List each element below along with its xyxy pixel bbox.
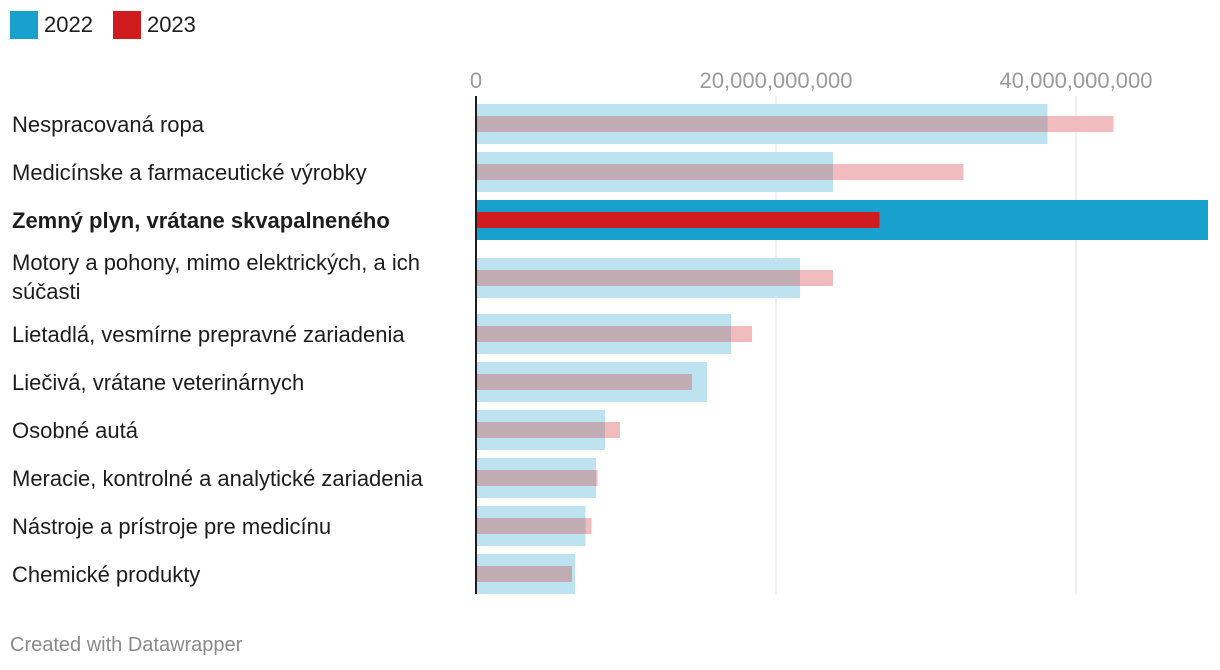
x-tick-label: 40,000,000,000	[1000, 68, 1153, 93]
datawrapper-credit[interactable]: Created with Datawrapper	[10, 634, 243, 656]
bar-chart: 0 20,000,000,000 40,000,000,000 Nespracovan…	[12, 68, 1208, 594]
category-label-chemicke-produkty: Chemické produkty	[12, 562, 200, 587]
legend: 2022 2023	[10, 11, 216, 39]
legend-item-2022: 2022	[10, 11, 93, 39]
bar-overlap	[476, 374, 692, 390]
x-tick-label: 0	[470, 68, 482, 93]
category-label-nespracovana-ropa: Nespracovaná ropa	[12, 112, 205, 137]
category-label-motory-a-pohony-mimo-elektrickych-a-ich-sucasti: Motory a pohony, mimo elektrických, a ic…	[12, 250, 420, 304]
bar-2023	[476, 212, 880, 228]
category-label-meracie-kontrolne-a-analyticke-zariadenia: Meracie, kontrolné a analytické zariaden…	[12, 466, 424, 491]
bar-overlap	[476, 566, 572, 582]
category-label-line: súčasti	[12, 279, 80, 304]
category-label-zemny-plyn-vratane-skvapalneneho: Zemný plyn, vrátane skvapalneného	[12, 208, 390, 233]
category-label-osobne-auta: Osobné autá	[12, 418, 139, 443]
bar-overlap	[476, 164, 833, 180]
category-label-lieciva-vratane-veterinarnych: Liečivá, vrátane veterinárnych	[12, 370, 304, 395]
bar-overlap	[476, 518, 586, 534]
legend-item-2023: 2023	[112, 11, 196, 39]
bar-overlap	[476, 116, 1048, 132]
legend-swatch-2022	[10, 11, 38, 39]
bar-overlap	[476, 422, 605, 438]
legend-swatch-2023	[112, 11, 141, 39]
x-tick-label: 20,000,000,000	[700, 68, 853, 93]
legend-label-2023: 2023	[146, 12, 196, 37]
category-label-nastroje-a-pristroje-pre-medicinu: Nástroje a prístroje pre medicínu	[12, 514, 331, 539]
category-label-lietadla-vesmirne-prepravne-zariadenia: Lietadlá, vesmírne prepravné zariadenia	[12, 322, 405, 347]
bar-overlap	[476, 470, 596, 486]
bar-overlap	[476, 326, 731, 342]
bar-overlap	[476, 270, 800, 286]
category-label-line: Motory a pohony, mimo elektrických, a ic…	[12, 250, 420, 275]
legend-label-2022: 2022	[44, 12, 93, 37]
category-label-medicinske-a-farmaceuticke-vyrobky: Medicínske a farmaceutické výrobky	[12, 160, 367, 185]
